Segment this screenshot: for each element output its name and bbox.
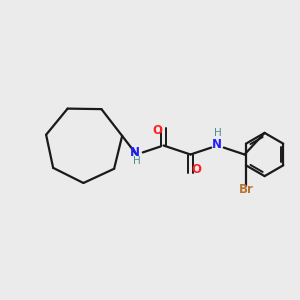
Text: N: N xyxy=(212,137,222,151)
Text: H: H xyxy=(133,156,140,166)
Text: O: O xyxy=(191,163,202,176)
Text: H: H xyxy=(214,128,221,138)
Text: O: O xyxy=(152,124,163,137)
Text: N: N xyxy=(130,146,140,160)
Text: Br: Br xyxy=(238,183,253,196)
